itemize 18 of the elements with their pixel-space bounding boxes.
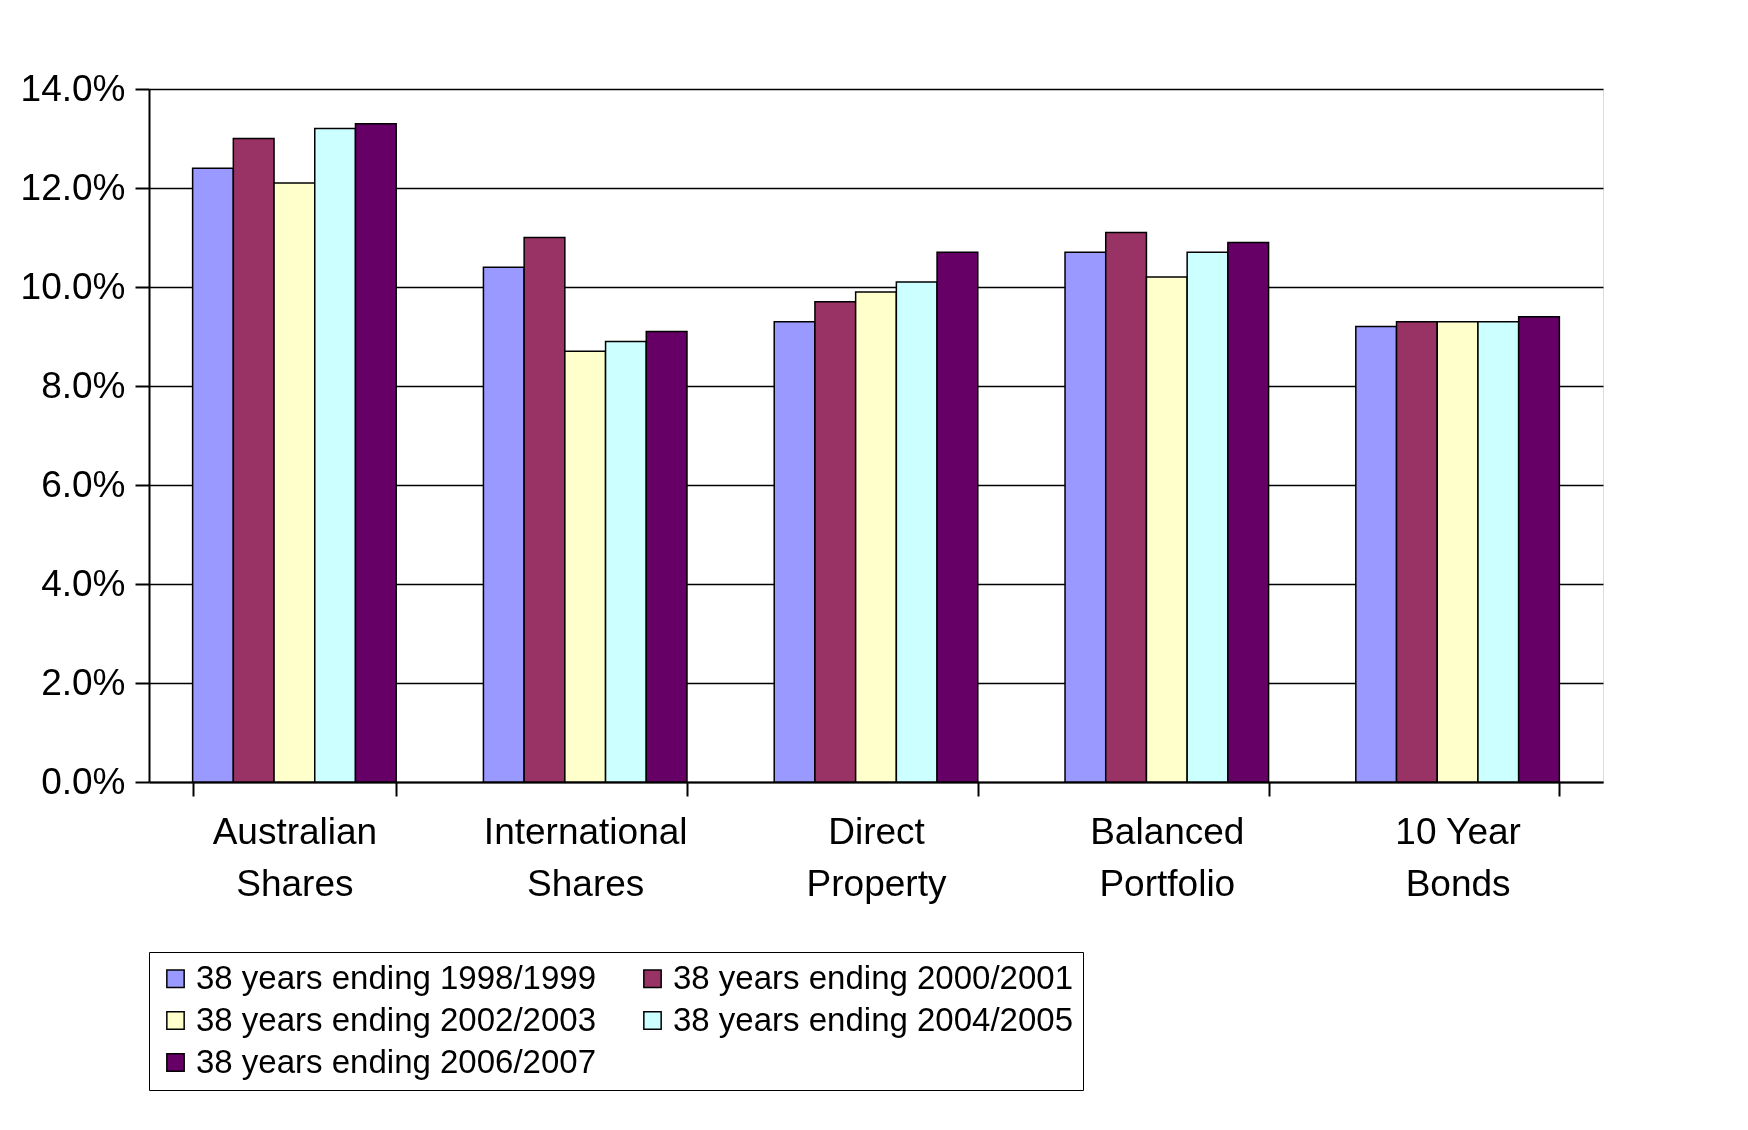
y-tick-label: 10.0% [20,265,126,307]
y-tick-label: 2.0% [41,661,126,703]
legend-label: 38 years ending 2004/2005 [673,1000,1073,1038]
legend-label: 38 years ending 1998/1999 [196,958,596,996]
x-tick-label: Direct Property [806,810,947,904]
x-tick-label: Balanced Portfolio [1090,810,1245,904]
x-tick-label: International Shares [483,810,688,904]
y-tick-label: 12.0% [20,166,126,208]
y-tick-label: 6.0% [41,463,126,505]
legend-label: 38 years ending 2002/2003 [196,1000,596,1038]
x-tick-label: 10 Year Bonds [1395,810,1521,904]
legend-label: 38 years ending 2006/2007 [196,1042,596,1080]
x-tick-label: Australian Shares [212,810,378,904]
legend-label: 38 years ending 2000/2001 [673,958,1073,996]
y-tick-label: 14.0% [20,67,126,109]
y-tick-label: 4.0% [41,562,126,604]
y-tick-label: 0.0% [41,760,126,802]
y-tick-label: 8.0% [41,364,126,406]
